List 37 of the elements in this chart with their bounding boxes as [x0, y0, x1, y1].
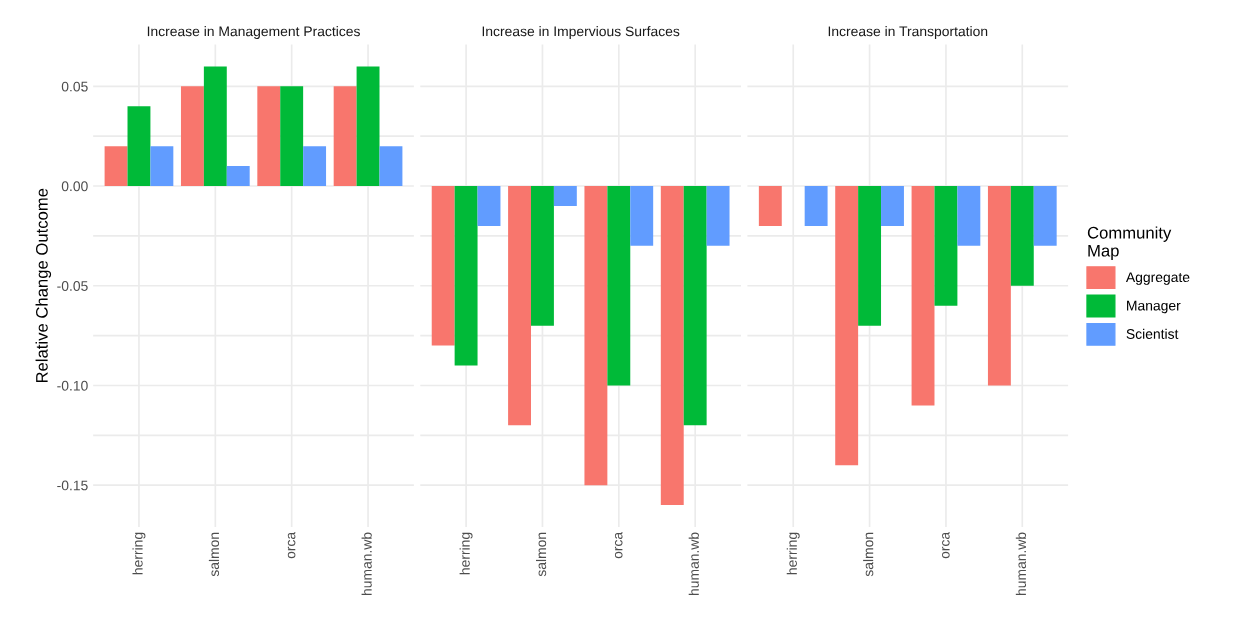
x-tick-label: orca [614, 531, 623, 559]
legend-label: Aggregate [1125, 272, 1190, 285]
legend-title: Community Map [1087, 226, 1172, 260]
bar [150, 146, 174, 187]
bar [333, 86, 357, 187]
bar [257, 86, 281, 187]
legend-label: Scientist [1126, 328, 1179, 339]
x-tick-label: human.wb [1015, 532, 1027, 596]
bar [356, 66, 380, 187]
x-tick-label: human.wb [361, 532, 372, 596]
x-tick-label: salmon [863, 532, 874, 577]
bar [104, 146, 128, 187]
y-tick-label: -0.10 [57, 380, 88, 391]
bar [203, 66, 227, 187]
bar [280, 86, 304, 187]
bar [303, 146, 327, 187]
bar [226, 166, 250, 187]
x-tick-label: salmon [535, 532, 547, 577]
chart-title: Increase in Transportation [828, 26, 988, 39]
y-tick-label: 0.05 [61, 81, 88, 92]
x-tick-label: orca [942, 531, 950, 559]
x-tick-label: herring [786, 532, 800, 575]
x-tick-label: herring [132, 532, 146, 575]
bar [180, 86, 204, 187]
legend-label: Manager [1127, 300, 1181, 314]
chart-title: Increase in Impervious Surfaces [482, 26, 680, 39]
chart-title: Increase in Management Practices [147, 26, 360, 39]
y-tick-label: 0.00 [61, 181, 88, 192]
y-tick-label: -0.05 [57, 281, 88, 291]
x-tick-label: human.wb [688, 532, 699, 596]
x-tick-label: herring [459, 532, 473, 575]
y-axis-title: Relative Change Outcome [35, 188, 52, 383]
bar [379, 146, 403, 187]
y-tick-label: -0.15 [57, 480, 88, 491]
x-tick-label: orca [287, 531, 296, 559]
x-tick-label: salmon [208, 532, 220, 577]
bar [127, 106, 151, 187]
